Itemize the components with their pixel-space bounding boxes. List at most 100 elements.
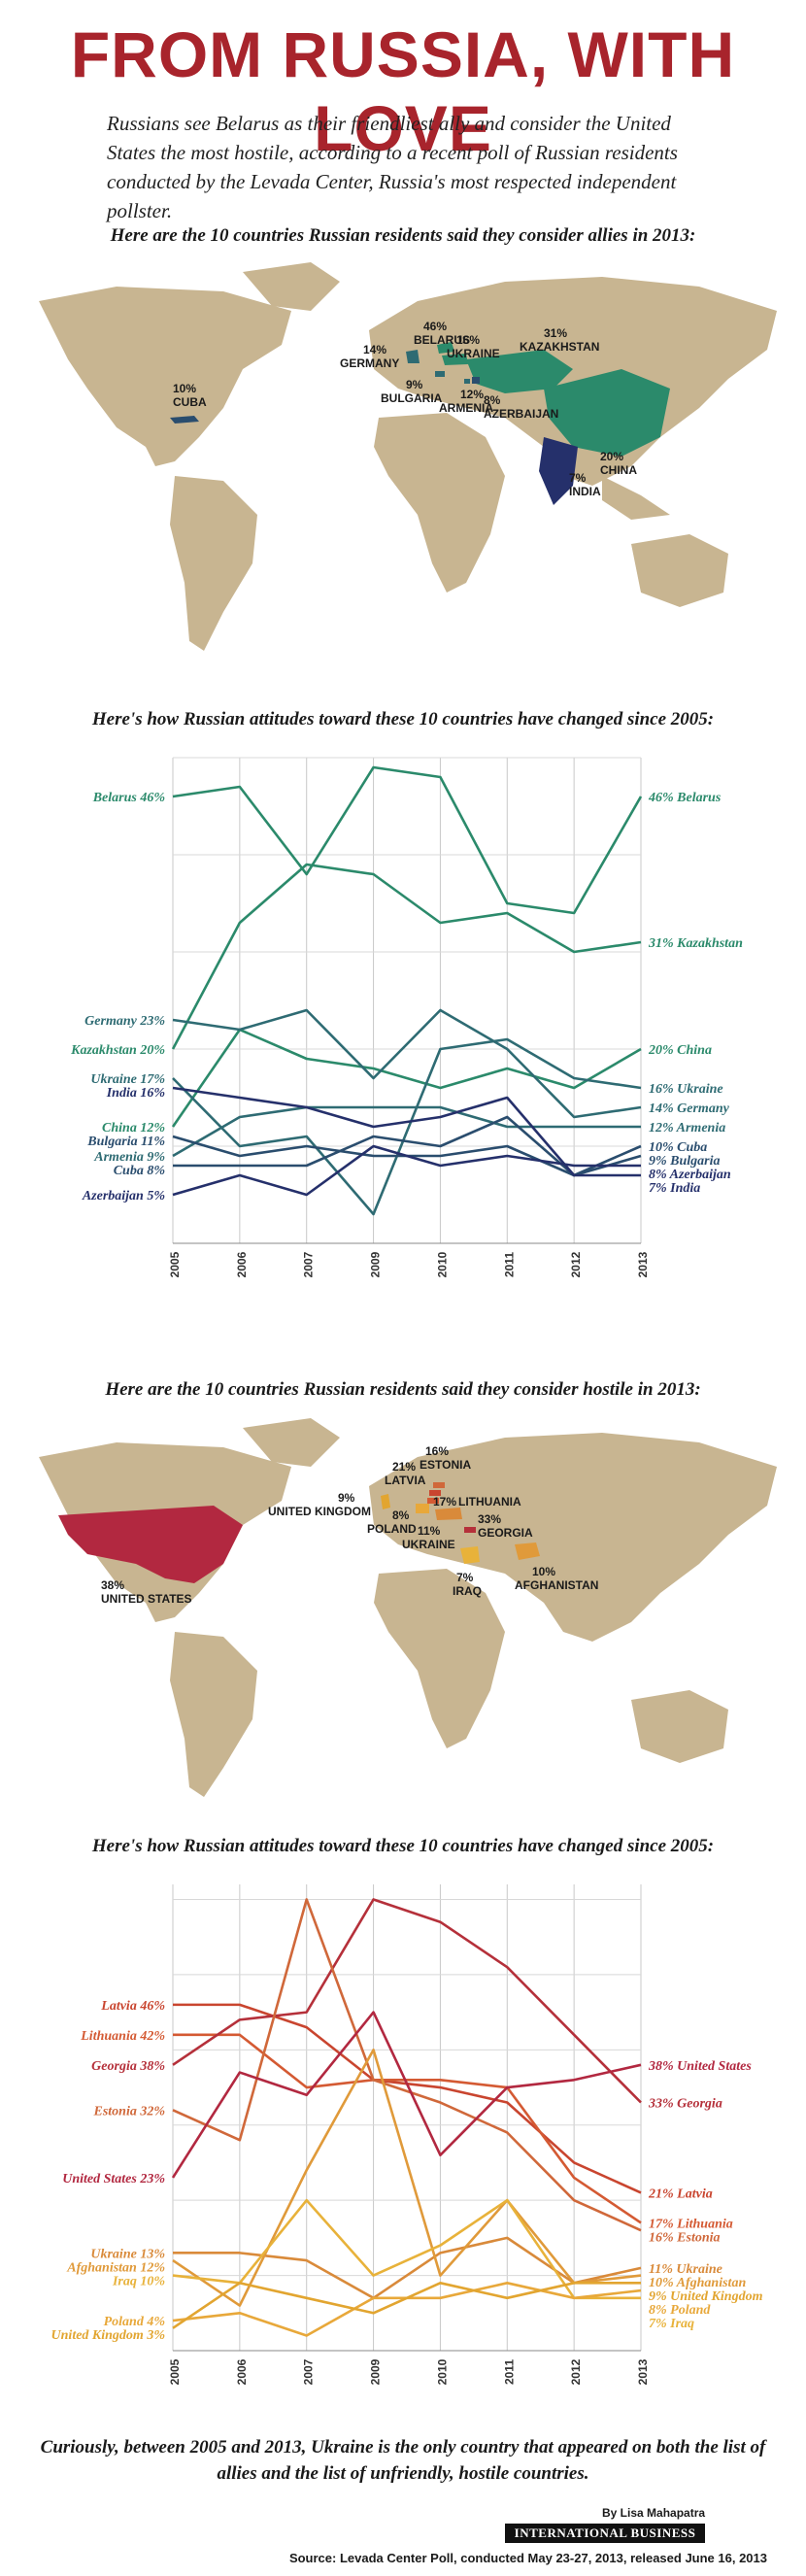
label-poland-pct: 8% — [392, 1508, 410, 1522]
label-germany-pct: 14% — [363, 343, 386, 356]
footer-note: Curiously, between 2005 and 2013, Ukrain… — [40, 2437, 766, 2484]
left-label-iraq: Iraq 10% — [112, 2274, 165, 2288]
label-poland: POLAND — [367, 1522, 417, 1536]
right-label-ukraine: 16% Ukraine — [649, 1082, 723, 1097]
x-tick-label: 2011 — [502, 2359, 516, 2385]
ukraine-shape — [435, 1508, 462, 1520]
australia-shape — [631, 534, 728, 607]
label-azerbaijan-pct: 8% — [484, 393, 501, 407]
right-label-germany: 14% Germany — [649, 1102, 730, 1116]
bulgaria-shape — [435, 371, 445, 377]
label-cuba: CUBA — [173, 395, 207, 409]
series-line-belarus — [172, 765, 643, 915]
right-label-cuba: 10% Cuba — [649, 1140, 707, 1155]
label-kazakhstan: KAZAKHSTAN — [520, 340, 599, 354]
label-iraq: IRAQ — [453, 1584, 482, 1598]
africa-shape — [374, 413, 505, 593]
x-tick-label: 2009 — [369, 1251, 383, 1277]
allies-chart-heading: Here's how Russian attitudes toward thes… — [91, 709, 715, 729]
allies-map: 46% BELARUS 31% KAZAKHSTAN 16% UKRAINE 1… — [39, 262, 777, 651]
south-america-shape — [170, 476, 257, 651]
hostile-line-chart: 2005 2006 2007 2009 2010 2011 2012 2013 Latvia 4… — [51, 1884, 763, 2385]
series-line-poland — [172, 2282, 642, 2337]
china-shape — [544, 369, 670, 457]
series-line-united-states — [171, 2011, 642, 2179]
label-india: INDIA — [569, 485, 601, 498]
right-label-azerbaijan: 8% Azerbaijan — [649, 1168, 731, 1182]
x-tick-label: 2013 — [636, 1251, 650, 1277]
india-shape — [539, 437, 578, 505]
left-label-germany: Germany 23% — [84, 1014, 165, 1029]
right-label-georgia: 33% Georgia — [648, 2097, 722, 2112]
x-tick-label: 2005 — [168, 1251, 182, 1277]
australia-shape — [631, 1690, 728, 1763]
label-kazakhstan-pct: 31% — [544, 326, 567, 340]
label-cuba-pct: 10% — [173, 382, 196, 395]
left-label-latvia: Latvia 46% — [100, 1999, 165, 2014]
right-label-iraq: 7% Iraq — [649, 2317, 694, 2331]
label-georgia-pct: 33% — [478, 1512, 501, 1526]
north-america-shape — [39, 287, 291, 466]
left-label-poland: Poland 4% — [104, 2315, 165, 2329]
series-line-united-kingdom — [172, 2282, 641, 2329]
kazakhstan-shape — [466, 350, 573, 393]
cuba-shape — [170, 416, 199, 424]
label-lithuania-pct: 17% — [433, 1495, 456, 1508]
right-label-afghanistan: 10% Afghanistan — [649, 2276, 746, 2290]
series-line-ukraine — [172, 1037, 642, 1216]
x-tick-label: 2010 — [435, 2358, 449, 2385]
series-line-georgia — [172, 1898, 642, 2104]
united-states-shape — [58, 1506, 243, 1583]
left-label-india: India 16% — [106, 1086, 165, 1101]
publisher-logo: INTERNATIONAL BUSINESS TIMES — [505, 2524, 705, 2559]
x-tick-label: 2007 — [302, 1251, 316, 1277]
right-label-latvia: 21% Latvia — [648, 2186, 713, 2201]
label-us: UNITED STATES — [101, 1592, 192, 1606]
right-label-ukraine: 11% Ukraine — [649, 2262, 722, 2277]
right-label-united-kingdom: 9% United Kingdom — [649, 2289, 763, 2304]
africa-shape — [374, 1569, 505, 1748]
left-label-united-states: United States 23% — [62, 2172, 165, 2186]
south-america-shape — [170, 1632, 257, 1797]
label-ukraine-pct: 11% — [418, 1524, 441, 1538]
estonia-shape — [433, 1482, 445, 1488]
label-iraq-pct: 7% — [456, 1571, 474, 1584]
label-georgia: GEORGIA — [478, 1526, 533, 1540]
southeast-asia-shape — [602, 476, 670, 520]
hostile-chart-heading: Here's how Russian attitudes toward thes… — [91, 1836, 715, 1856]
x-tick-label: 2013 — [636, 2358, 650, 2385]
georgia-shape — [464, 1527, 476, 1533]
label-bulgaria-pct: 9% — [406, 378, 423, 391]
x-tick-label: 2012 — [569, 1251, 583, 1277]
label-germany: GERMANY — [340, 356, 399, 370]
allies-line-chart: 2005 2006 2007 2009 2010 2011 2012 2013 Belarus … — [70, 757, 743, 1277]
source-note: Source: Levada Center Poll, conducted Ma… — [288, 2551, 767, 2565]
label-uk-pct: 9% — [338, 1491, 355, 1505]
x-tick-label: 2012 — [569, 2358, 583, 2385]
right-label-india: 7% India — [649, 1181, 700, 1196]
series-line-estonia — [172, 1898, 642, 2232]
label-azerbaijan: AZERBAIJAN — [484, 407, 558, 421]
right-label-lithuania: 17% Lithuania — [649, 2217, 733, 2231]
left-label-kazakhstan: Kazakhstan 20% — [70, 1043, 165, 1058]
lithuania-shape — [427, 1498, 439, 1504]
left-label-afghanistan: Afghanistan 12% — [66, 2260, 165, 2275]
left-label-lithuania: Lithuania 42% — [80, 2029, 165, 2044]
label-afghanistan: AFGHANISTAN — [515, 1578, 598, 1592]
x-tick-label: 2009 — [369, 2358, 383, 2385]
greenland-shape — [243, 1418, 340, 1467]
x-tick-label: 2010 — [435, 1251, 449, 1277]
left-label-bulgaria: Bulgaria 11% — [86, 1135, 165, 1149]
label-afghanistan-pct: 10% — [532, 1565, 555, 1578]
label-armenia: ARMENIA — [439, 401, 493, 415]
label-ukraine: UKRAINE — [402, 1538, 455, 1551]
byline: By Lisa Mahapatra — [602, 2506, 706, 2520]
series-line-india — [172, 1086, 641, 1177]
label-china: CHINA — [600, 463, 637, 477]
left-label-china: China 12% — [102, 1121, 165, 1135]
series-line-germany — [172, 1008, 642, 1119]
left-label-georgia: Georgia 38% — [91, 2059, 165, 2074]
uk-shape — [381, 1494, 390, 1509]
azerbaijan-shape — [472, 377, 480, 384]
series-line-afghanistan — [172, 2049, 642, 2307]
